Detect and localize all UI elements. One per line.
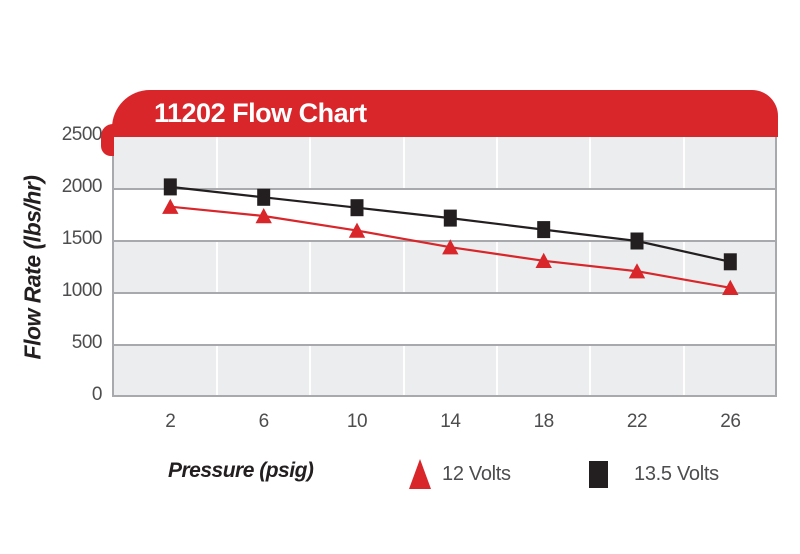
data-point-marker-square bbox=[443, 209, 457, 227]
plot-border-right bbox=[775, 137, 777, 397]
horizontal-gridline bbox=[112, 292, 777, 294]
plot-band bbox=[112, 345, 777, 397]
data-point-marker-triangle bbox=[442, 239, 459, 255]
data-point-marker-triangle bbox=[255, 208, 272, 224]
y-tick-label: 2500 bbox=[61, 124, 103, 145]
horizontal-gridline bbox=[112, 188, 777, 190]
minor-vertical-gridline bbox=[216, 137, 218, 397]
x-axis-label: Pressure (psig) bbox=[168, 459, 314, 482]
banner-left-swoosh bbox=[101, 124, 114, 156]
plot-border-bottom bbox=[112, 395, 777, 397]
y-tick-label: 1000 bbox=[61, 280, 103, 301]
x-tick-label: 22 bbox=[626, 411, 648, 432]
plot-band bbox=[112, 293, 777, 345]
minor-vertical-gridline bbox=[309, 137, 312, 397]
y-tick-label: 500 bbox=[71, 332, 103, 353]
x-tick-label: 14 bbox=[440, 411, 461, 432]
plot-border-left bbox=[112, 137, 114, 397]
y-tick-label: 2000 bbox=[61, 176, 103, 197]
data-point-marker-triangle bbox=[722, 279, 739, 295]
data-point-marker-square bbox=[350, 199, 364, 217]
legend-label-13-5-volts: 13.5 Volts bbox=[634, 463, 719, 485]
data-point-marker-square bbox=[630, 232, 644, 250]
data-point-marker-square bbox=[257, 188, 271, 206]
x-tick-label: 18 bbox=[533, 411, 555, 432]
plot-band bbox=[112, 241, 777, 293]
data-point-marker-triangle bbox=[628, 263, 646, 279]
plot-band bbox=[112, 137, 777, 189]
minor-vertical-gridline bbox=[496, 137, 498, 397]
data-point-marker-square bbox=[537, 221, 551, 239]
data-point-marker-square bbox=[163, 178, 177, 196]
y-tick-label: 1500 bbox=[61, 228, 103, 249]
chart-title-banner: 11202 Flow Chart bbox=[112, 90, 778, 137]
legend-triangle-icon bbox=[409, 459, 431, 489]
y-tick-label: 0 bbox=[91, 384, 103, 405]
x-tick-label: 6 bbox=[258, 411, 270, 432]
minor-vertical-gridline bbox=[682, 137, 685, 397]
series-layer bbox=[162, 178, 739, 295]
plot-area bbox=[112, 137, 777, 397]
data-point-marker-triangle bbox=[348, 222, 366, 238]
horizontal-gridline bbox=[112, 344, 777, 346]
chart-title: 11202 Flow Chart bbox=[154, 98, 367, 128]
data-point-marker-triangle bbox=[162, 198, 179, 214]
minor-vertical-gridline bbox=[402, 137, 405, 397]
legend-label-12-volts: 12 Volts bbox=[442, 463, 511, 485]
data-point-marker-square bbox=[723, 253, 737, 271]
x-tick-label: 10 bbox=[346, 411, 368, 432]
legend-square-icon bbox=[589, 461, 608, 488]
x-tick-label: 26 bbox=[720, 411, 741, 432]
horizontal-gridline bbox=[112, 240, 777, 242]
data-point-marker-triangle bbox=[535, 252, 552, 268]
x-tick-label: 2 bbox=[165, 411, 176, 432]
